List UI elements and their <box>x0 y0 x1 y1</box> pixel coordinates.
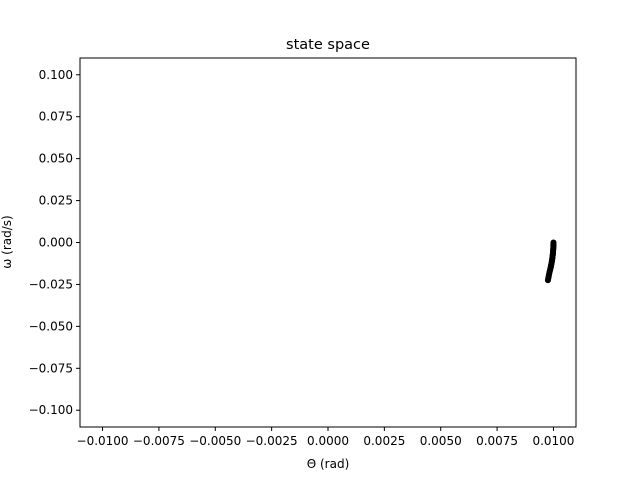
x-tick-label: 0.0050 <box>420 434 462 448</box>
y-tick-label: 0.000 <box>39 236 73 250</box>
y-tick-label: −0.050 <box>29 319 73 333</box>
x-tick-label: −0.0100 <box>77 434 129 448</box>
y-tick-label: −0.025 <box>29 277 73 291</box>
data-points <box>544 239 557 284</box>
x-axis-label: Θ (rad) <box>307 457 350 471</box>
y-axis-ticks: 0.100 0.075 0.050 0.025 0.000 −0.025 −0.050 −0.… <box>29 68 80 417</box>
plot-area <box>79 57 577 428</box>
x-tick-label: 0.0075 <box>476 434 518 448</box>
x-tick-label: 0.0025 <box>363 434 405 448</box>
x-tick-label: −0.0050 <box>189 434 241 448</box>
x-tick-label: −0.0075 <box>133 434 185 448</box>
x-tick-label: 0.0000 <box>307 434 349 448</box>
x-tick-label: 0.0100 <box>532 434 574 448</box>
y-axis-label: ω (rad/s) <box>0 215 14 268</box>
y-tick-label: 0.025 <box>39 194 73 208</box>
y-tick-label: −0.075 <box>29 361 73 375</box>
data-point <box>544 277 551 284</box>
y-tick-label: 0.100 <box>39 68 73 82</box>
chart-title: state space <box>286 37 370 53</box>
y-tick-label: 0.075 <box>39 110 73 124</box>
x-tick-label: −0.0025 <box>246 434 298 448</box>
y-tick-label: 0.050 <box>39 152 73 166</box>
y-tick-label: −0.100 <box>29 403 73 417</box>
x-axis-ticks: −0.0100 −0.0075 −0.0050 −0.0025 0.0000 0.0025… <box>77 427 574 448</box>
